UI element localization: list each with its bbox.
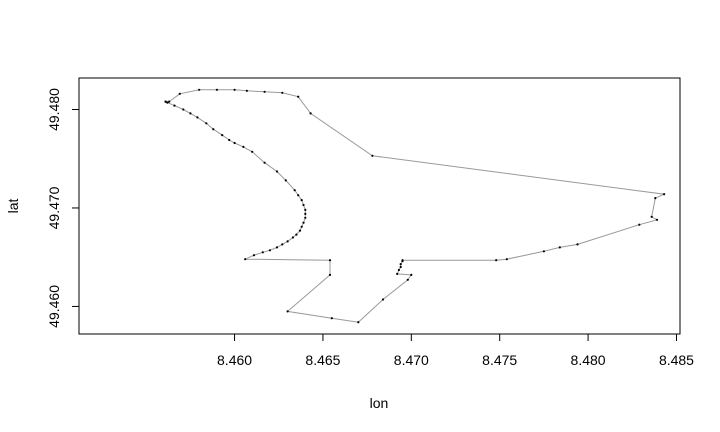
data-point bbox=[228, 138, 231, 142]
x-tick-label: 8.465 bbox=[305, 352, 340, 368]
data-point bbox=[166, 101, 169, 104]
data-point bbox=[302, 221, 305, 224]
data-point bbox=[251, 150, 254, 153]
y-tick-label: 49.470 bbox=[46, 186, 62, 229]
data-point bbox=[286, 240, 289, 243]
data-point bbox=[196, 116, 199, 119]
data-point bbox=[330, 317, 333, 320]
data-point bbox=[189, 112, 192, 115]
x-tick-label: 8.460 bbox=[217, 352, 252, 368]
data-point bbox=[542, 250, 546, 253]
data-point bbox=[168, 100, 171, 103]
data-point bbox=[505, 258, 508, 261]
data-point bbox=[399, 263, 402, 266]
data-point bbox=[654, 197, 657, 200]
x-axis: 8.460 8.465 8.470 8.475 8.480 8.485 bbox=[217, 333, 694, 368]
series-line bbox=[165, 89, 666, 323]
data-point bbox=[304, 216, 307, 219]
data-point bbox=[328, 259, 332, 262]
x-tick-label: 8.485 bbox=[659, 352, 694, 368]
data-point bbox=[309, 112, 312, 115]
data-point bbox=[399, 265, 402, 269]
data-point bbox=[221, 134, 224, 137]
data-point bbox=[233, 141, 236, 145]
data-point bbox=[297, 194, 300, 197]
data-point bbox=[268, 249, 271, 252]
y-axis-title: lat bbox=[5, 199, 21, 214]
data-point bbox=[401, 260, 404, 263]
plot-box bbox=[78, 77, 681, 335]
data-point bbox=[371, 154, 374, 157]
x-tick-label: 8.480 bbox=[571, 352, 606, 368]
data-point bbox=[650, 215, 653, 218]
data-point bbox=[245, 89, 248, 92]
data-point bbox=[244, 258, 247, 261]
data-point bbox=[357, 321, 360, 324]
data-point bbox=[302, 203, 305, 207]
data-point bbox=[286, 310, 289, 313]
data-point bbox=[397, 268, 400, 272]
data-point bbox=[300, 199, 303, 202]
y-tick-label: 49.480 bbox=[46, 88, 62, 131]
data-point bbox=[261, 251, 264, 254]
data-point bbox=[295, 233, 298, 236]
data-point bbox=[284, 179, 287, 182]
data-point bbox=[406, 278, 409, 281]
data-point bbox=[328, 273, 332, 276]
x-tick-label: 8.475 bbox=[482, 352, 517, 368]
x-tick-label: 8.470 bbox=[394, 352, 429, 368]
y-axis: 49.460 49.470 49.480 bbox=[46, 88, 80, 328]
data-point bbox=[281, 91, 284, 94]
data-point bbox=[410, 273, 413, 276]
data-point bbox=[252, 254, 256, 257]
data-point bbox=[381, 298, 385, 301]
data-point bbox=[263, 161, 266, 164]
data-point bbox=[233, 88, 236, 91]
data-point bbox=[655, 218, 659, 221]
y-tick-label: 49.460 bbox=[46, 285, 62, 328]
x-axis-title: lon bbox=[370, 395, 389, 411]
data-point bbox=[638, 223, 641, 226]
data-point bbox=[164, 100, 167, 103]
data-point bbox=[198, 88, 201, 91]
data-point bbox=[275, 170, 279, 173]
data-point bbox=[495, 259, 498, 262]
data-point bbox=[304, 212, 307, 215]
data-point bbox=[300, 225, 303, 228]
data-points bbox=[164, 88, 666, 324]
data-point bbox=[663, 193, 666, 196]
data-point bbox=[297, 95, 300, 98]
data-point bbox=[298, 229, 302, 232]
data-point bbox=[212, 128, 215, 131]
data-point bbox=[396, 272, 399, 275]
data-point bbox=[291, 236, 294, 239]
data-point bbox=[576, 243, 579, 246]
data-point bbox=[263, 90, 266, 93]
data-point bbox=[173, 104, 176, 107]
data-point bbox=[205, 122, 208, 125]
data-point bbox=[242, 145, 245, 148]
data-point bbox=[178, 92, 181, 95]
data-point bbox=[215, 88, 218, 91]
data-point bbox=[293, 189, 296, 192]
data-point bbox=[558, 246, 561, 249]
data-point bbox=[275, 246, 279, 249]
data-point bbox=[304, 208, 307, 211]
data-point bbox=[182, 108, 185, 111]
data-point bbox=[281, 243, 284, 246]
